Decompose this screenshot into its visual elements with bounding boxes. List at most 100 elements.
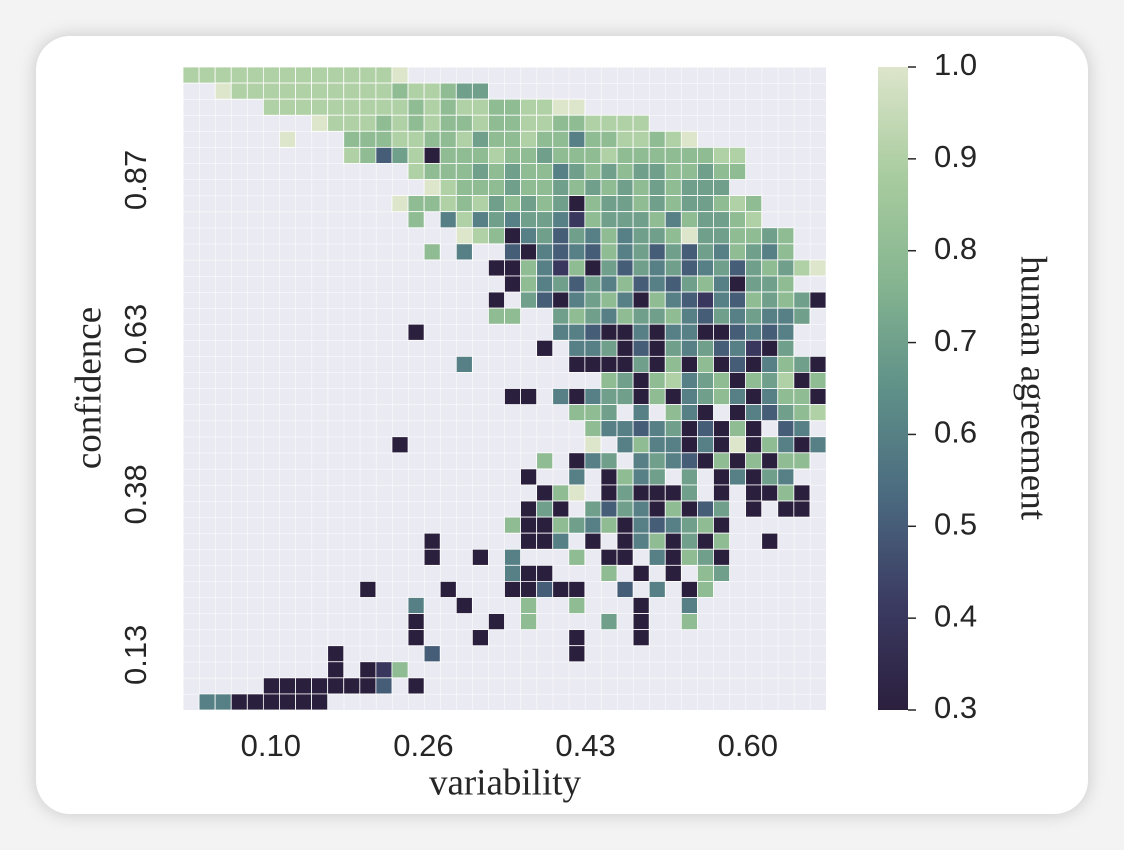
cell [713, 243, 730, 261]
cell [777, 372, 795, 389]
cell [488, 227, 505, 245]
cell [761, 339, 779, 357]
cell [455, 195, 473, 213]
cell [713, 339, 730, 357]
cell [697, 211, 714, 229]
cell [664, 516, 682, 534]
cell [761, 307, 779, 325]
cell [600, 613, 618, 631]
cell [536, 564, 554, 582]
cell [632, 613, 650, 631]
cell [632, 146, 650, 164]
cell [375, 98, 393, 116]
cell [697, 275, 714, 293]
cell [664, 548, 682, 566]
cell [391, 436, 409, 454]
cell [295, 693, 312, 711]
cell [632, 259, 650, 277]
cell [680, 388, 698, 405]
cell [343, 677, 361, 695]
cell [680, 484, 698, 502]
cell [439, 114, 457, 132]
cell [729, 339, 747, 357]
cell [262, 693, 280, 711]
cell [793, 307, 811, 325]
cell [504, 227, 521, 245]
cell [632, 179, 650, 196]
cell [761, 468, 779, 486]
cell [680, 291, 698, 309]
cell [745, 452, 763, 470]
cell [279, 66, 296, 84]
cell [568, 404, 586, 422]
cell [680, 211, 698, 229]
cell [536, 146, 554, 164]
cell [182, 66, 200, 84]
cell [552, 323, 570, 341]
cell [536, 291, 554, 309]
cell [423, 243, 441, 261]
cell [616, 243, 634, 261]
cell [777, 339, 795, 357]
cell [359, 677, 377, 695]
cell [664, 564, 682, 582]
cell [488, 130, 505, 148]
cell [664, 307, 682, 325]
cell [600, 564, 618, 582]
cell [504, 516, 521, 534]
cell [279, 677, 296, 695]
cell [664, 275, 682, 293]
cell [777, 291, 795, 309]
cell [488, 259, 505, 277]
cell [391, 661, 409, 679]
cell [455, 82, 473, 100]
cell [455, 179, 473, 196]
cell [680, 355, 698, 373]
cell [600, 339, 618, 357]
cell [295, 98, 312, 116]
cell [697, 307, 714, 325]
cell [568, 484, 586, 502]
cell [536, 484, 554, 502]
cell [713, 146, 730, 164]
cell [327, 645, 345, 663]
cell [343, 146, 361, 164]
cell [584, 114, 602, 132]
cell [680, 227, 698, 245]
cell [680, 420, 698, 438]
cell [520, 195, 538, 213]
cell [230, 82, 248, 100]
cell [777, 227, 795, 245]
cell [568, 468, 586, 486]
cell [697, 339, 714, 357]
cell [664, 532, 682, 550]
cell [648, 130, 666, 148]
cell [745, 372, 763, 389]
cell [648, 195, 666, 213]
cell [359, 114, 377, 132]
cell [777, 355, 795, 373]
cell [809, 388, 827, 405]
cell [809, 372, 827, 389]
cell [359, 98, 377, 116]
cell [568, 114, 586, 132]
cell [632, 291, 650, 309]
cell [471, 130, 489, 148]
cell [584, 195, 602, 213]
cell [536, 227, 554, 245]
cell [536, 500, 554, 518]
cell [471, 163, 489, 180]
cell [359, 66, 377, 84]
cell [359, 581, 377, 598]
cell [729, 452, 747, 470]
cell [471, 82, 489, 100]
cell [343, 66, 361, 84]
cell [584, 179, 602, 196]
cell [214, 66, 232, 84]
cell [423, 98, 441, 116]
x-tick-label: 0.26 [393, 728, 453, 763]
cell [246, 66, 264, 84]
cell [793, 291, 811, 309]
cell [680, 597, 698, 614]
cell [793, 355, 811, 373]
